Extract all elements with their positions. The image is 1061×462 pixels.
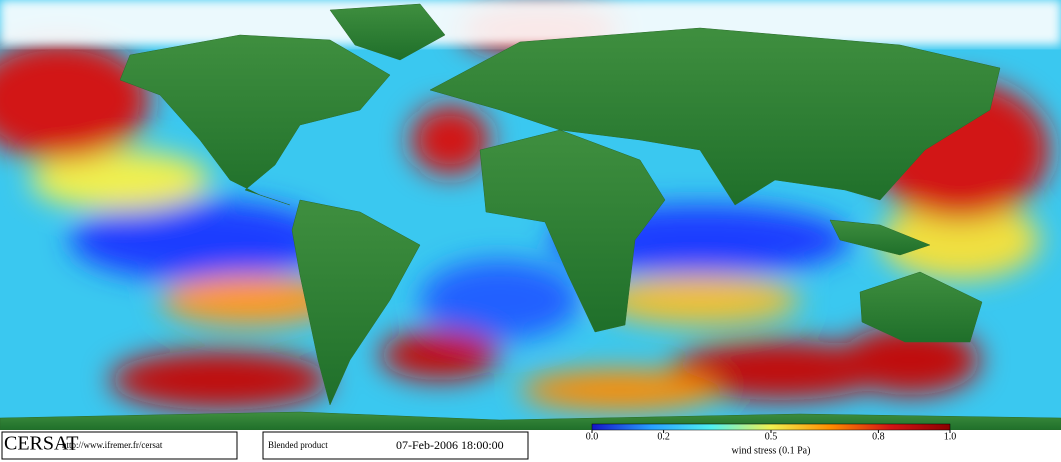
colorbar-tick-label: 0.2 xyxy=(657,431,670,442)
colorbar xyxy=(591,423,951,431)
url: http://www.ifremer.fr/cersat xyxy=(62,440,163,450)
wind-field-map xyxy=(0,0,1061,431)
colorbar-label: wind stress (0.1 Pa) xyxy=(732,445,811,456)
colorbar-tick-label: 0.5 xyxy=(765,431,778,442)
colorbar-tick-label: 0.0 xyxy=(586,431,599,442)
colorbar-tick-label: 1.0 xyxy=(944,431,957,442)
colorbar-tick-label: 0.8 xyxy=(872,431,885,442)
logo: CERSAT xyxy=(4,433,78,455)
timestamp: 07-Feb-2006 18:00:00 xyxy=(396,438,504,452)
footer: CERSAT http://www.ifremer.fr/cersat Blen… xyxy=(0,423,1061,462)
product: Blended product xyxy=(268,440,328,450)
